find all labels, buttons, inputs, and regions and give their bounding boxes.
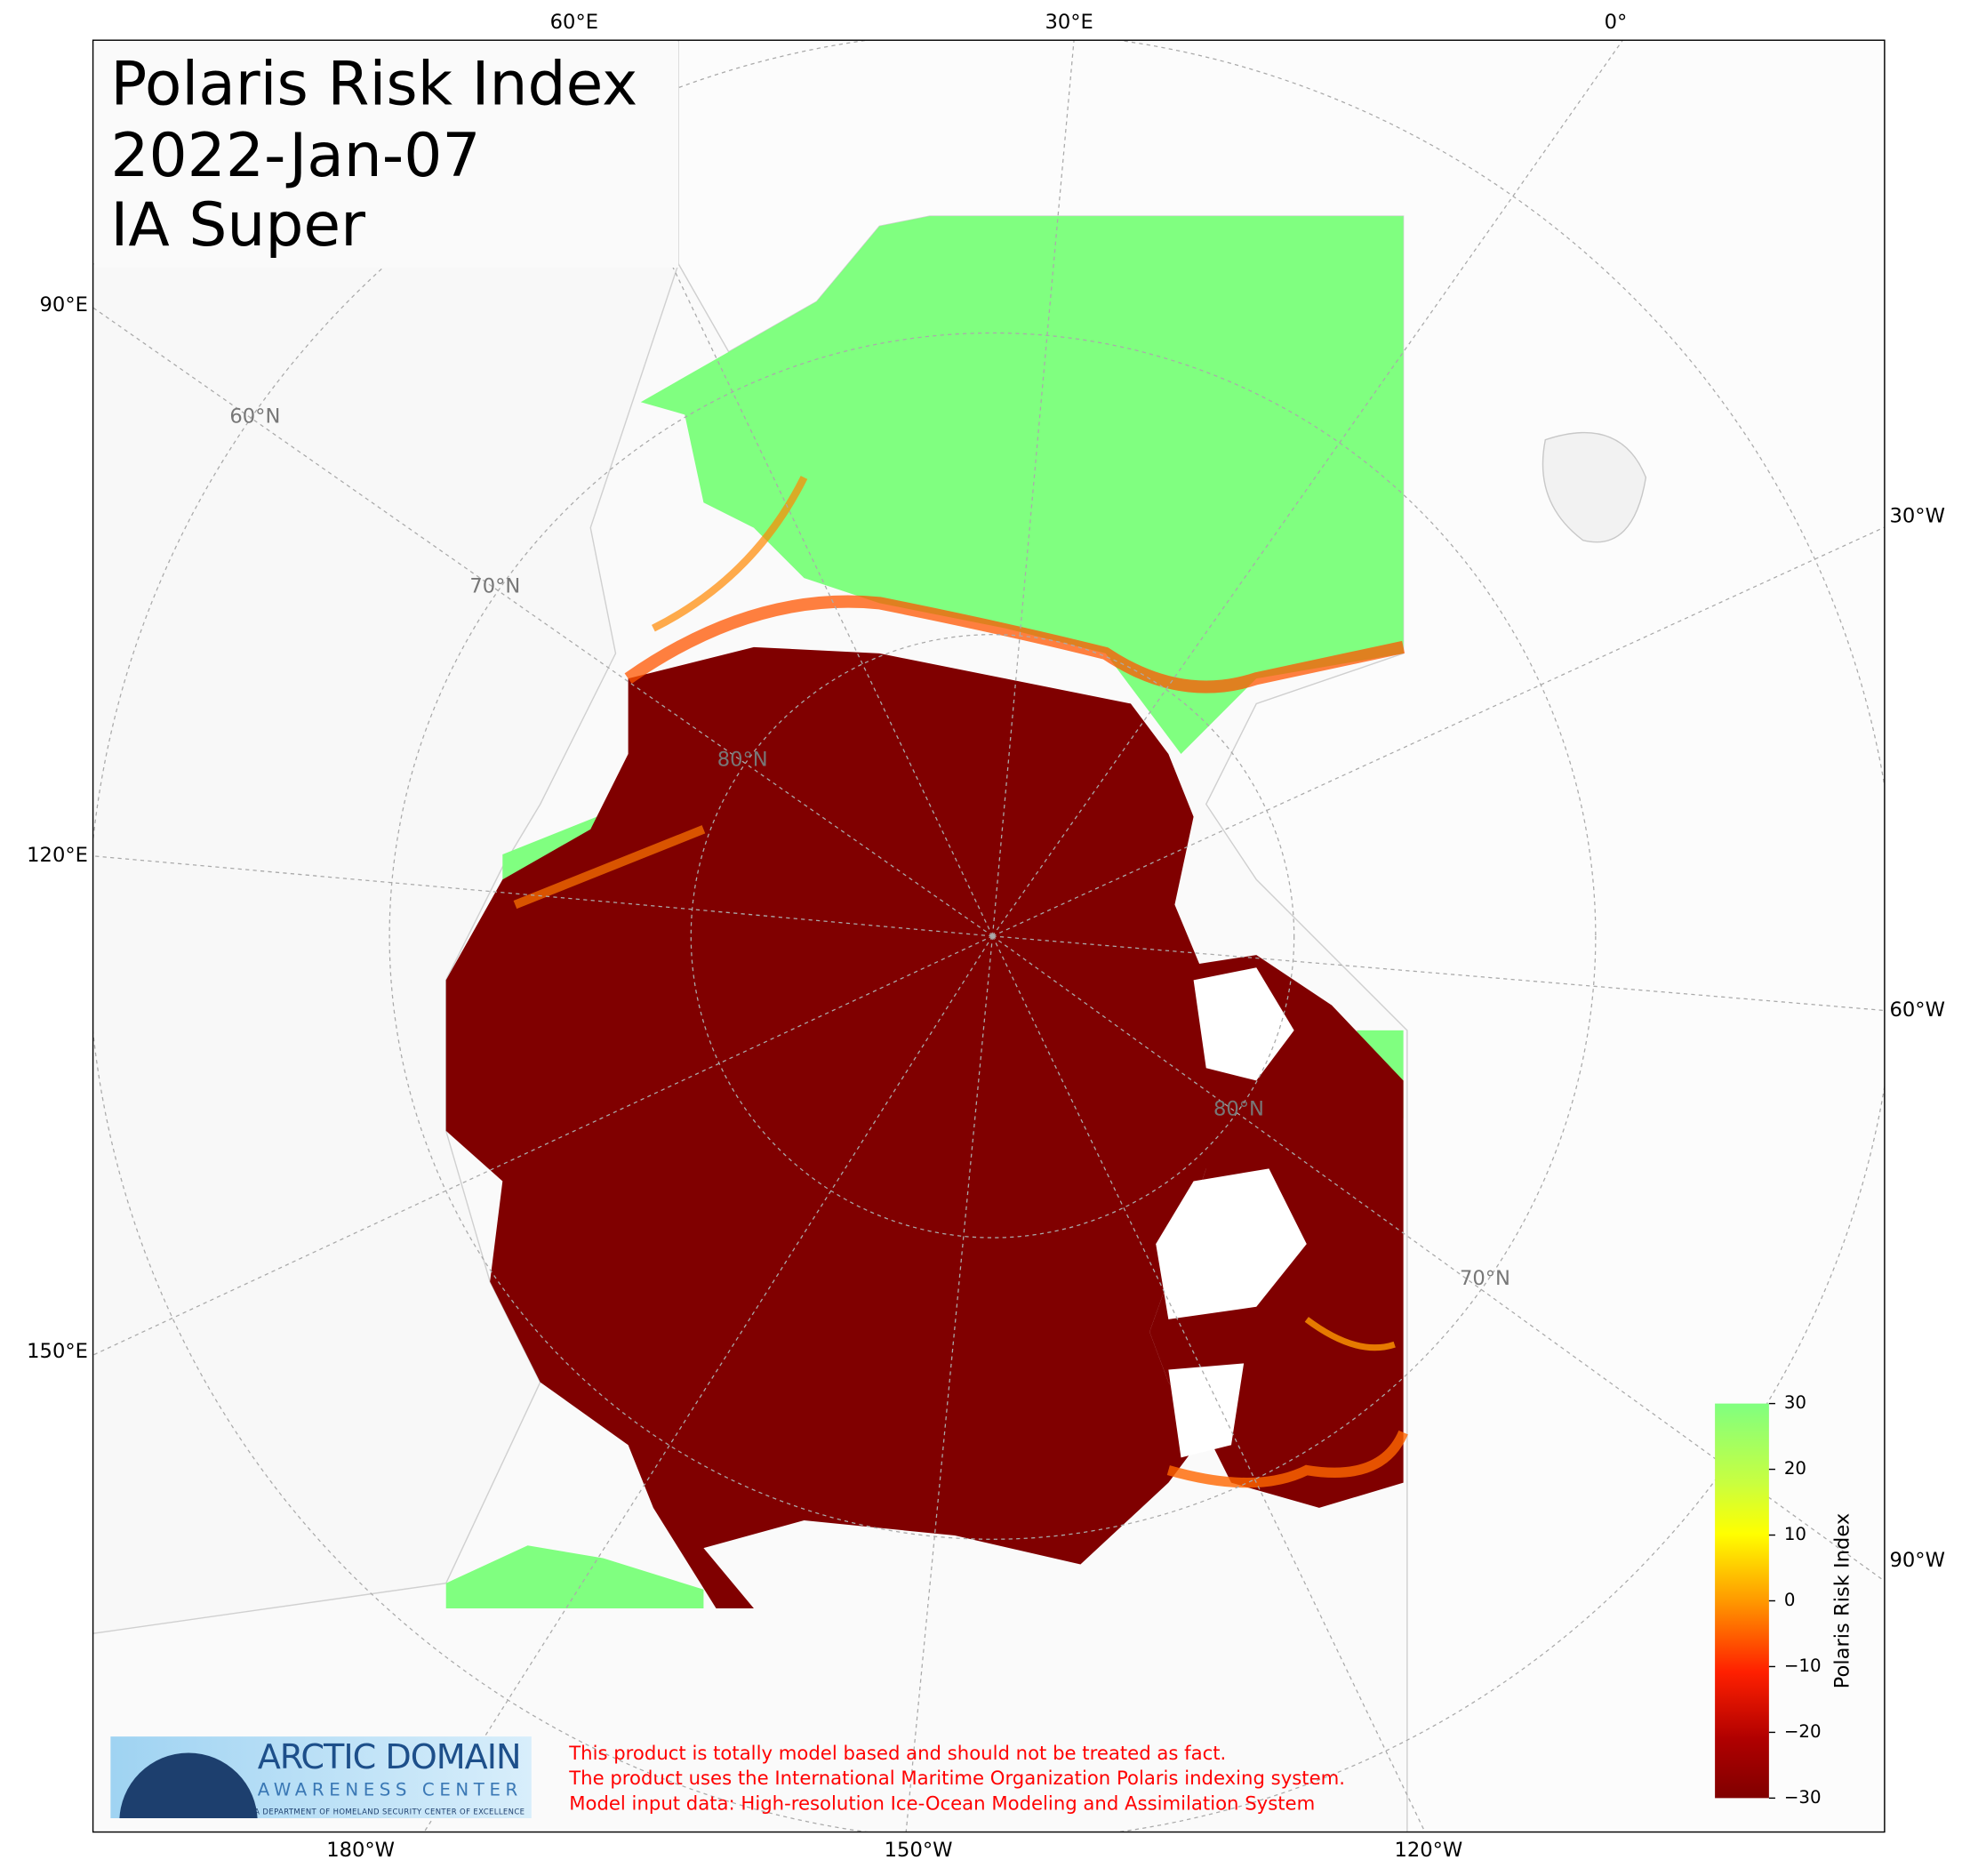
latitude-label: 60°N xyxy=(229,405,280,429)
logo-globe xyxy=(119,1752,258,1818)
longitude-label: 120°E xyxy=(27,844,88,867)
risk-edge xyxy=(1166,1430,1408,1488)
island xyxy=(1542,431,1647,543)
longitude-label: 150°W xyxy=(885,1839,953,1862)
land xyxy=(92,263,680,1634)
risk-edge xyxy=(1304,1317,1396,1351)
map-frame xyxy=(92,39,1886,1833)
colorbar-label: Polaris Risk Index xyxy=(1831,1513,1854,1689)
risk-edge xyxy=(652,476,808,632)
graticule xyxy=(92,40,1885,1832)
map-area xyxy=(92,40,1885,1832)
latitude-label: 80°N xyxy=(1213,1097,1264,1120)
island xyxy=(1156,1168,1307,1319)
risk-edge xyxy=(513,825,706,910)
title-background xyxy=(93,41,679,269)
colorbar-tick-label: 30 xyxy=(1784,1392,1806,1413)
logo-title: ARCTIC DOMAIN xyxy=(258,1737,522,1776)
longitude-label: 60°E xyxy=(550,11,598,34)
latitude-label: 80°N xyxy=(717,749,768,772)
longitude-label: 60°W xyxy=(1890,998,1945,1022)
island xyxy=(1168,1363,1245,1458)
longitude-label: 120°W xyxy=(1394,1839,1462,1862)
risk-area-high xyxy=(445,646,1294,1608)
island xyxy=(1193,967,1294,1081)
colorbar-tick-label: −20 xyxy=(1784,1721,1822,1742)
colorbar xyxy=(1715,1403,1769,1799)
colorbar-tick-label: 10 xyxy=(1784,1524,1806,1544)
title: IA Super xyxy=(110,189,365,260)
longitude-label: 150°E xyxy=(27,1340,88,1363)
longitude-label: 30°W xyxy=(1890,504,1945,527)
risk-area-green xyxy=(445,1545,704,1608)
longitude-label: 180°W xyxy=(326,1839,395,1862)
longitude-label: 0° xyxy=(1605,11,1628,34)
longitude-label: 90°W xyxy=(1890,1549,1945,1572)
latitude-label: 70°N xyxy=(469,574,520,597)
risk-edge xyxy=(624,595,1405,693)
longitude-label: 30°E xyxy=(1045,11,1093,34)
colorbar-tick-label: −10 xyxy=(1784,1656,1822,1676)
logo-tagline: A DEPARTMENT OF HOMELAND SECURITY CENTER… xyxy=(254,1807,525,1816)
title: Polaris Risk Index xyxy=(110,48,637,118)
colorbar-tick-label: 20 xyxy=(1784,1458,1806,1479)
colorbar-tick-label: 0 xyxy=(1784,1590,1796,1610)
colorbar-tick-label: −30 xyxy=(1784,1787,1822,1808)
logo: ARCTIC DOMAIN AWARENESS CENTER A DEPARTM… xyxy=(110,1736,532,1818)
risk-area-green xyxy=(640,216,1404,754)
disclaimer: The product uses the International Marit… xyxy=(568,1767,1345,1789)
colorbar-ticks: 30 20 10 0 −10 −20 −30 xyxy=(1768,1392,1822,1808)
longitude-label: 90°E xyxy=(40,293,88,317)
title: 2022-Jan-07 xyxy=(110,120,480,190)
disclaimer: Model input data: High-resolution Ice-Oc… xyxy=(569,1792,1315,1814)
disclaimer: This product is totally model based and … xyxy=(568,1742,1226,1764)
graticule xyxy=(388,332,1597,1540)
logo-subtitle: AWARENESS CENTER xyxy=(258,1779,522,1800)
graticule xyxy=(690,634,1295,1239)
latitude-label: 70°N xyxy=(1460,1267,1510,1290)
